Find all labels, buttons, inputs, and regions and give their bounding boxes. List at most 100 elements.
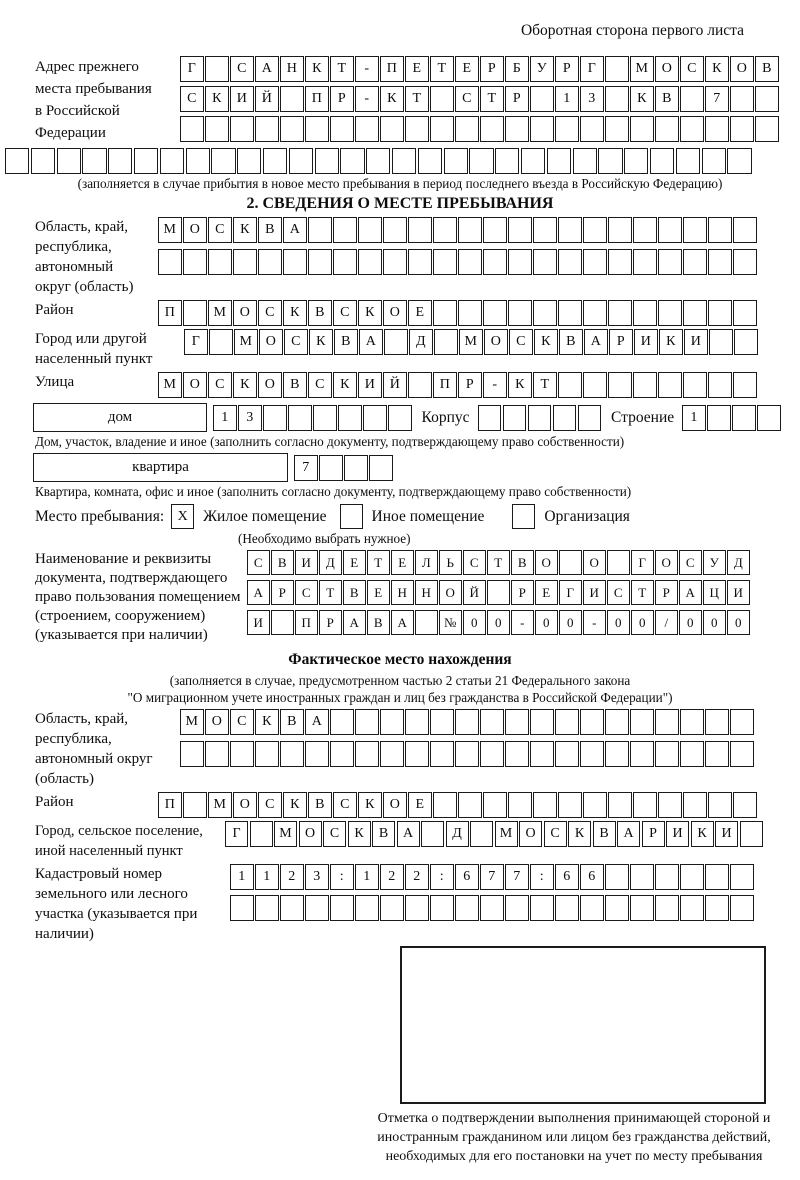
char-cell[interactable]: [458, 792, 482, 818]
char-cell[interactable]: [583, 249, 607, 275]
char-cell[interactable]: [308, 249, 332, 275]
char-cell[interactable]: Й: [463, 580, 486, 605]
char-cell[interactable]: А: [305, 709, 329, 735]
char-cell[interactable]: [455, 709, 479, 735]
char-cell[interactable]: О: [655, 56, 679, 82]
char-cell[interactable]: С: [455, 86, 479, 112]
char-cell[interactable]: О: [233, 300, 257, 326]
char-cell[interactable]: [133, 148, 159, 174]
char-cell[interactable]: [383, 249, 407, 275]
char-cell[interactable]: И: [715, 821, 738, 847]
char-cell[interactable]: Т: [405, 86, 429, 112]
char-cell[interactable]: :: [330, 864, 354, 890]
char-cell[interactable]: В: [271, 550, 294, 575]
char-cell[interactable]: [358, 217, 382, 243]
char-cell[interactable]: Т: [330, 56, 354, 82]
char-cell[interactable]: Р: [319, 610, 342, 635]
char-cell[interactable]: [733, 249, 757, 275]
char-cell[interactable]: М: [459, 329, 483, 355]
char-cell[interactable]: Н: [280, 56, 304, 82]
char-cell[interactable]: [366, 148, 391, 174]
char-cell[interactable]: [755, 116, 779, 142]
char-cell[interactable]: [658, 249, 682, 275]
char-cell[interactable]: О: [583, 550, 606, 575]
char-cell[interactable]: Т: [319, 580, 342, 605]
char-cell[interactable]: [683, 372, 707, 398]
char-cell[interactable]: [733, 300, 757, 326]
char-cell[interactable]: С: [333, 792, 357, 818]
char-cell[interactable]: И: [230, 86, 254, 112]
char-cell[interactable]: [330, 709, 354, 735]
char-cell[interactable]: С: [258, 300, 282, 326]
char-cell[interactable]: [183, 792, 207, 818]
char-cell[interactable]: Т: [631, 580, 654, 605]
char-cell[interactable]: [658, 792, 682, 818]
char-cell[interactable]: [730, 895, 754, 921]
checkbox-organization[interactable]: [512, 504, 536, 529]
char-cell[interactable]: [159, 148, 185, 174]
char-cell[interactable]: 1: [682, 404, 706, 431]
char-cell[interactable]: О: [298, 821, 322, 847]
char-cell[interactable]: [533, 217, 557, 243]
char-cell[interactable]: К: [333, 372, 357, 398]
char-cell[interactable]: [555, 741, 579, 767]
char-cell[interactable]: [283, 249, 307, 275]
char-cell[interactable]: В: [343, 580, 366, 605]
char-cell[interactable]: [558, 792, 582, 818]
char-cell[interactable]: [658, 300, 682, 326]
char-cell[interactable]: Р: [609, 329, 633, 355]
char-cell[interactable]: /: [655, 610, 678, 635]
char-cell[interactable]: Е: [535, 580, 558, 605]
char-cell[interactable]: Й: [255, 86, 279, 112]
char-cell[interactable]: [727, 148, 752, 174]
char-cell[interactable]: [608, 249, 632, 275]
char-cell[interactable]: П: [158, 300, 182, 326]
char-cell[interactable]: 7: [705, 86, 729, 112]
char-cell[interactable]: И: [634, 329, 658, 355]
char-cell[interactable]: [708, 372, 732, 398]
char-cell[interactable]: [305, 741, 329, 767]
char-cell[interactable]: [605, 709, 629, 735]
char-cell[interactable]: [709, 329, 733, 355]
char-cell[interactable]: В: [283, 372, 307, 398]
char-cell[interactable]: К: [568, 821, 591, 847]
char-cell[interactable]: [483, 792, 507, 818]
char-cell[interactable]: [705, 741, 729, 767]
char-cell[interactable]: О: [383, 300, 407, 326]
char-cell[interactable]: [680, 741, 704, 767]
char-cell[interactable]: 1: [213, 404, 237, 431]
char-cell[interactable]: [583, 792, 607, 818]
char-cell[interactable]: [380, 895, 404, 921]
char-cell[interactable]: [605, 741, 629, 767]
char-cell[interactable]: И: [684, 329, 708, 355]
char-cell[interactable]: [558, 300, 582, 326]
char-cell[interactable]: Н: [391, 580, 414, 605]
char-cell[interactable]: [508, 792, 532, 818]
char-cell[interactable]: [483, 249, 507, 275]
char-cell[interactable]: 0: [679, 610, 702, 635]
char-cell[interactable]: [655, 864, 679, 890]
char-cell[interactable]: [405, 116, 429, 142]
char-cell[interactable]: А: [396, 821, 420, 847]
char-cell[interactable]: О: [484, 329, 508, 355]
char-cell[interactable]: [338, 404, 362, 431]
char-cell[interactable]: [655, 895, 679, 921]
char-cell[interactable]: [555, 116, 579, 142]
char-cell[interactable]: И: [666, 821, 689, 847]
char-cell[interactable]: С: [284, 329, 308, 355]
char-cell[interactable]: [344, 454, 368, 481]
char-cell[interactable]: А: [283, 217, 307, 243]
char-cell[interactable]: [680, 116, 704, 142]
char-cell[interactable]: [380, 116, 404, 142]
char-cell[interactable]: [483, 300, 507, 326]
char-cell[interactable]: [314, 148, 339, 174]
char-cell[interactable]: [433, 792, 457, 818]
char-cell[interactable]: Г: [184, 329, 208, 355]
char-cell[interactable]: К: [508, 372, 532, 398]
char-cell[interactable]: П: [158, 792, 182, 818]
char-cell[interactable]: [707, 404, 731, 431]
char-cell[interactable]: [533, 249, 557, 275]
char-cell[interactable]: [380, 741, 404, 767]
char-cell[interactable]: [608, 792, 632, 818]
char-cell[interactable]: [408, 372, 432, 398]
